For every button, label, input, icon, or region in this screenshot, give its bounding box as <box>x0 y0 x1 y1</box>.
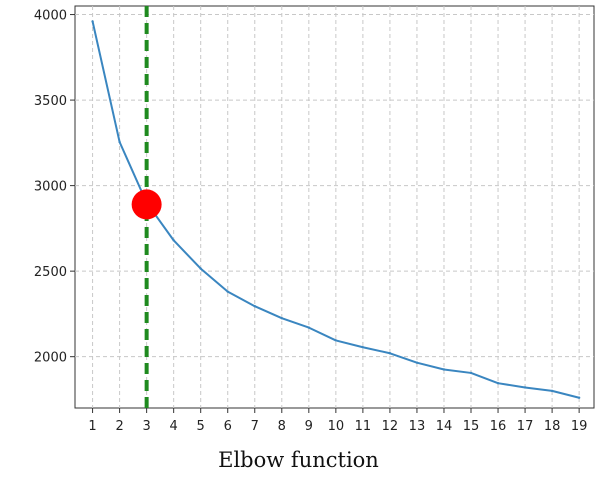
y-tick-label: 3500 <box>34 94 67 109</box>
data-point <box>523 386 527 389</box>
data-point <box>388 352 392 355</box>
data-point <box>280 316 283 320</box>
y-tick-label: 3000 <box>34 180 67 195</box>
x-tick-label: 9 <box>305 419 313 434</box>
series-layer <box>91 20 581 399</box>
x-tick-label: 10 <box>328 419 345 434</box>
data-point <box>226 290 229 293</box>
x-tick-label: 14 <box>436 419 453 434</box>
x-tick-label: 16 <box>490 419 507 434</box>
data-point <box>91 20 94 23</box>
x-tick-label: 18 <box>544 419 561 434</box>
x-tick-label: 3 <box>142 419 150 434</box>
elbow-marker <box>131 189 162 220</box>
x-tick-label: 1 <box>88 419 96 434</box>
data-point <box>307 326 311 329</box>
data-point <box>469 371 473 375</box>
x-tick-label: 2 <box>115 419 123 434</box>
x-tick-label: 6 <box>224 419 232 434</box>
data-point <box>118 140 121 144</box>
chart-caption: Elbow function <box>218 448 379 472</box>
x-tick-label: 5 <box>197 419 205 434</box>
plot-frame <box>74 5 595 409</box>
x-tick-label: 11 <box>355 419 372 434</box>
data-point <box>199 267 202 270</box>
x-tick-label: 8 <box>278 419 286 434</box>
x-tick-label: 12 <box>382 419 399 434</box>
tick-layer: 1 2 3 4 5 6 7 8 9 10 11 12 13 14 15 16 17 18 1920002500300… <box>34 9 588 434</box>
data-point <box>442 368 446 371</box>
x-tick-label: 15 <box>463 419 480 434</box>
data-point <box>496 381 500 385</box>
grid-layer <box>75 6 594 408</box>
data-point <box>577 396 581 399</box>
x-tick-label: 7 <box>251 419 259 434</box>
data-point <box>334 339 338 342</box>
y-tick-label: 2000 <box>34 351 67 366</box>
data-point <box>172 239 175 242</box>
elbow-layer <box>131 6 162 408</box>
x-tick-label: 13 <box>409 419 426 434</box>
data-point <box>361 346 365 349</box>
data-point <box>253 305 256 308</box>
y-tick-label: 4000 <box>34 9 67 24</box>
x-tick-label: 19 <box>571 419 588 434</box>
data-point <box>550 389 554 393</box>
data-point <box>415 361 419 364</box>
x-tick-label: 4 <box>170 419 178 434</box>
y-tick-label: 2500 <box>34 265 67 280</box>
x-tick-label: 17 <box>517 419 534 434</box>
